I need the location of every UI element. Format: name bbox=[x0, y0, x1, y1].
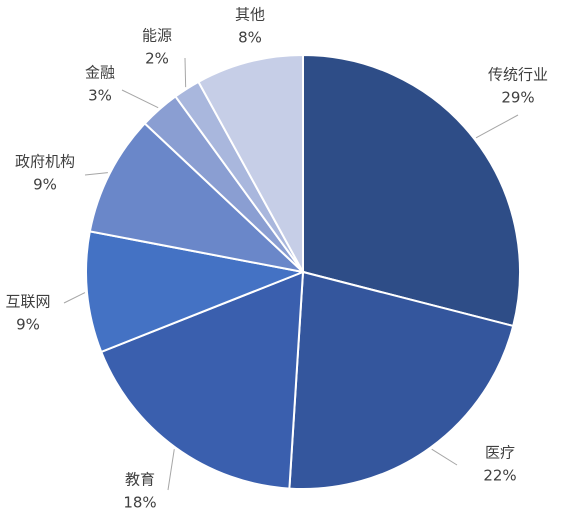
value-label: 29% bbox=[501, 89, 534, 107]
pie-slice bbox=[302, 53, 521, 328]
value-label: 3% bbox=[88, 87, 112, 105]
leader-line bbox=[475, 114, 519, 139]
value-label: 22% bbox=[483, 467, 516, 485]
category-label: 医疗 bbox=[485, 444, 515, 462]
category-label: 互联网 bbox=[5, 293, 50, 311]
pie-slice bbox=[85, 230, 307, 354]
pie-slice bbox=[197, 53, 304, 273]
leader-line bbox=[63, 292, 86, 304]
pie-slice bbox=[99, 270, 305, 490]
pie-slice bbox=[288, 270, 515, 490]
value-label: 9% bbox=[33, 176, 57, 194]
leader-line bbox=[121, 89, 159, 109]
leader-line bbox=[184, 57, 187, 88]
category-label: 政府机构 bbox=[15, 153, 75, 171]
value-label: 18% bbox=[123, 494, 156, 512]
value-label: 8% bbox=[238, 29, 262, 47]
leader-line bbox=[431, 448, 458, 466]
value-label: 9% bbox=[16, 316, 40, 334]
category-label: 其他 bbox=[235, 6, 265, 24]
leader-line bbox=[167, 449, 175, 491]
category-label: 传统行业 bbox=[488, 66, 548, 84]
value-label: 2% bbox=[145, 50, 169, 68]
category-label: 能源 bbox=[142, 27, 172, 45]
leader-line bbox=[84, 172, 108, 176]
category-label: 金融 bbox=[85, 64, 115, 82]
category-label: 教育 bbox=[125, 471, 155, 489]
pie-slice bbox=[88, 122, 307, 274]
